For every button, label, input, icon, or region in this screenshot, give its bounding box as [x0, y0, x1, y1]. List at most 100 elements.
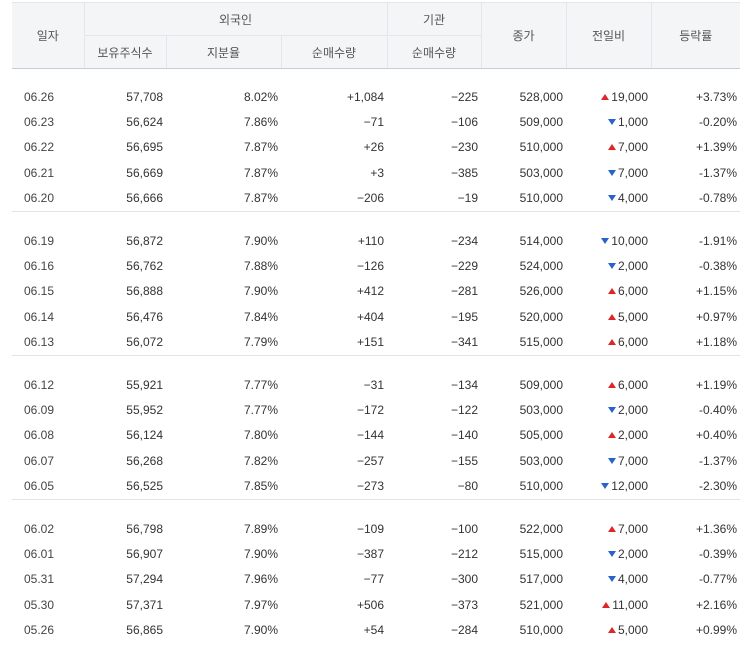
- date-cell-value: 06.20: [24, 191, 55, 206]
- rate-cell: -1.37%: [651, 160, 740, 185]
- holdings-cell: 57,708: [84, 84, 166, 109]
- table-row: 05.31 57,294 7.96% −77 −300 517,000 4,000 -0.77…: [12, 567, 740, 592]
- date-cell-value: 06.12: [24, 377, 55, 392]
- triangle-up-icon: [602, 601, 611, 608]
- close-cell-value: 515,000: [519, 335, 563, 350]
- close-cell-value: 503,000: [519, 453, 563, 468]
- rate-cell: +0.99%: [651, 617, 740, 642]
- share-ratio-cell-value: 7.77%: [243, 377, 278, 392]
- net-institution-cell: −212: [387, 541, 481, 566]
- holdings-cell: 56,666: [84, 186, 166, 212]
- net-foreign-cell: +412: [281, 279, 387, 304]
- net-institution-cell: −80: [387, 473, 481, 499]
- rate-cell-value: -1.37%: [698, 165, 737, 180]
- rate-cell: +1.18%: [651, 330, 740, 356]
- close-cell: 510,000: [481, 617, 566, 642]
- close-cell: 503,000: [481, 448, 566, 473]
- table-row: 05.26 56,865 7.90% +54 −284 510,000 5,000 +0.99…: [12, 617, 740, 642]
- net-foreign-cell: +54: [281, 617, 387, 642]
- triangle-down-icon: [601, 237, 610, 244]
- net-institution-cell-value: −80: [457, 479, 478, 494]
- holdings-cell-value: 56,695: [126, 140, 163, 155]
- change-cell-value: 1,000: [617, 115, 648, 130]
- net-institution-cell-value: −106: [450, 115, 478, 130]
- table-row: 06.09 55,952 7.77% −172 −122 503,000 2,000 -0.4…: [12, 397, 740, 422]
- share-ratio-cell-value: 7.84%: [243, 309, 278, 324]
- change-cell: 10,000: [566, 228, 651, 253]
- change-cell: 6,000: [566, 279, 651, 304]
- share-ratio-cell-value: 7.86%: [243, 115, 278, 130]
- triangle-down-icon: [607, 263, 616, 270]
- net-institution-cell-value: −385: [450, 165, 478, 180]
- triangle-down-icon: [607, 576, 616, 583]
- table-row: 06.01 56,907 7.90% −387 −212 515,000 2,000 -0.3…: [12, 541, 740, 566]
- share-ratio-cell: 7.90%: [166, 228, 281, 253]
- date-cell: 06.07: [12, 448, 84, 473]
- change-cell-value: 11,000: [612, 597, 648, 612]
- net-institution-cell-value: −225: [450, 89, 478, 104]
- net-foreign-cell-value: +110: [357, 233, 384, 248]
- rate-cell-value: +1.19%: [695, 377, 737, 392]
- net-institution-cell-value: −122: [450, 402, 478, 417]
- net-institution-cell: −106: [387, 109, 481, 134]
- net-foreign-cell: +151: [281, 330, 387, 356]
- net-institution-cell-value: −155: [450, 453, 478, 468]
- net-foreign-cell: −126: [281, 253, 387, 278]
- net-foreign-cell-value: −109: [356, 521, 384, 536]
- change-cell: 19,000: [566, 84, 651, 109]
- change-cell: 2,000: [566, 423, 651, 448]
- change-cell-value: 2,000: [617, 546, 648, 561]
- holdings-cell-value: 55,921: [126, 377, 163, 392]
- holdings-cell: 56,695: [84, 135, 166, 160]
- net-institution-cell: −341: [387, 330, 481, 356]
- share-ratio-cell: 7.86%: [166, 109, 281, 134]
- change-cell-value: 7,000: [617, 453, 648, 468]
- net-institution-cell: −385: [387, 160, 481, 185]
- date-cell: 06.15: [12, 279, 84, 304]
- holdings-cell: 55,921: [84, 372, 166, 397]
- rate-cell-value: +3.73%: [695, 89, 737, 104]
- close-cell-value: 503,000: [519, 402, 563, 417]
- share-ratio-cell: 7.79%: [166, 330, 281, 356]
- rate-cell-value: -0.77%: [698, 572, 737, 587]
- rate-cell: +2.16%: [651, 592, 740, 617]
- close-cell-value: 510,000: [519, 479, 563, 494]
- net-foreign-cell: +3: [281, 160, 387, 185]
- date-cell-value: 06.02: [24, 521, 55, 536]
- rate-cell: +1.36%: [651, 516, 740, 541]
- share-ratio-cell: 7.97%: [166, 592, 281, 617]
- close-cell: 522,000: [481, 516, 566, 541]
- triangle-up-icon: [601, 93, 610, 100]
- rate-cell: +1.19%: [651, 372, 740, 397]
- change-cell-value: 4,000: [617, 191, 648, 206]
- net-foreign-cell-value: +506: [356, 597, 384, 612]
- triangle-down-icon: [607, 169, 616, 176]
- net-institution-cell-value: −341: [450, 335, 478, 350]
- header-net-foreign: 순매수량: [280, 35, 388, 69]
- change-cell-value: 2,000: [617, 402, 648, 417]
- net-foreign-cell-value: +151: [356, 335, 384, 350]
- group-divider: [12, 355, 740, 357]
- close-cell-value: 524,000: [519, 259, 563, 274]
- change-cell: 11,000: [566, 592, 651, 617]
- change-cell: 6,000: [566, 372, 651, 397]
- net-foreign-cell: −387: [281, 541, 387, 566]
- change-cell-value: 12,000: [611, 479, 648, 494]
- date-cell-value: 06.09: [24, 402, 55, 417]
- holdings-cell: 56,872: [84, 228, 166, 253]
- date-cell-value: 06.01: [24, 546, 55, 561]
- net-institution-cell-value: −100: [450, 521, 478, 536]
- rate-cell-value: -2.30%: [698, 479, 737, 494]
- holdings-cell-value: 56,888: [126, 284, 163, 299]
- net-institution-cell: −373: [387, 592, 481, 617]
- date-cell-value: 06.26: [24, 89, 55, 104]
- triangle-up-icon: [607, 313, 616, 320]
- table-row: 06.21 56,669 7.87% +3 −385 503,000 7,000 -1.37%: [12, 160, 740, 185]
- change-cell: 7,000: [566, 448, 651, 473]
- date-cell-value: 06.07: [24, 453, 55, 468]
- close-cell: 528,000: [481, 84, 566, 109]
- net-institution-cell-value: −284: [450, 623, 478, 638]
- table-row: 06.02 56,798 7.89% −109 −100 522,000 7,000 +1.3…: [12, 516, 740, 541]
- share-ratio-cell: 8.02%: [166, 84, 281, 109]
- close-cell-value: 509,000: [519, 115, 563, 130]
